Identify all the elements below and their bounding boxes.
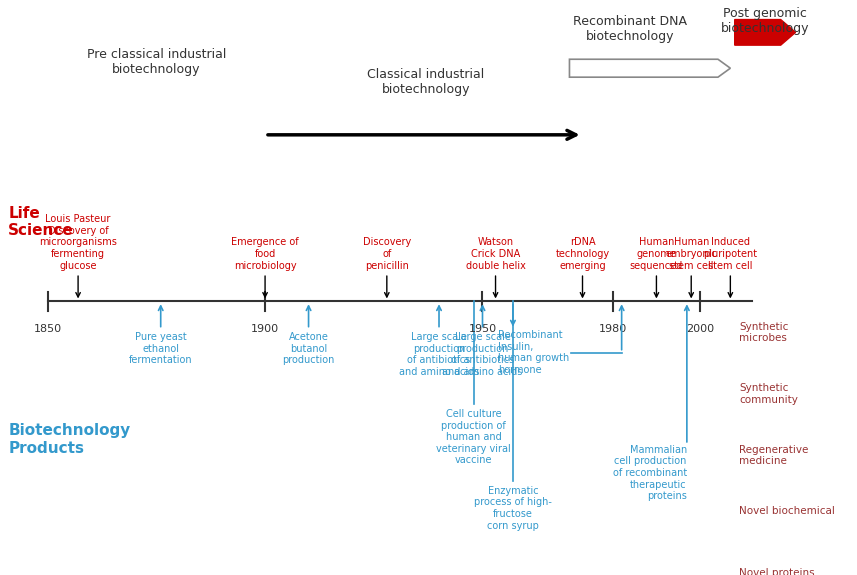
Text: 2000: 2000 — [686, 324, 714, 335]
Text: Induced
pluripotent
stem cell: Induced pluripotent stem cell — [704, 237, 758, 271]
Text: Pure yeast
ethanol
fermentation: Pure yeast ethanol fermentation — [129, 332, 193, 365]
Text: Large scale
production
of antibiotics
and amino acids: Large scale production of antibiotics an… — [442, 332, 523, 377]
Text: Regenerative
medicine: Regenerative medicine — [739, 445, 808, 466]
Text: Novel biochemical: Novel biochemical — [739, 507, 835, 516]
Text: 1980: 1980 — [599, 324, 627, 335]
Text: Biotechnology
Products: Biotechnology Products — [9, 424, 130, 456]
Text: Discovery
of
penicillin: Discovery of penicillin — [363, 237, 411, 271]
Text: Emergence of
food
microbiology: Emergence of food microbiology — [231, 237, 299, 271]
Polygon shape — [734, 20, 795, 45]
Text: Recombinant
Insulin,
human growth
hormone: Recombinant Insulin, human growth hormon… — [498, 330, 569, 375]
Text: Louis Pasteur
Discovery of
microorganisms
fermenting
glucose: Louis Pasteur Discovery of microorganism… — [39, 214, 117, 271]
Text: Synthetic
community: Synthetic community — [739, 384, 798, 405]
Text: Acetone
butanol
production: Acetone butanol production — [282, 332, 335, 365]
Text: Human
embryonic
stem cell: Human embryonic stem cell — [665, 237, 717, 271]
Text: Synthetic
microbes: Synthetic microbes — [739, 322, 788, 343]
Text: Novel proteins: Novel proteins — [739, 568, 815, 575]
Text: Mammalian
cell production
of recombinant
therapeutic
proteins: Mammalian cell production of recombinant… — [613, 445, 686, 501]
Text: Life
Science: Life Science — [9, 206, 74, 238]
Text: rDNA
technology
emerging: rDNA technology emerging — [555, 237, 609, 271]
Text: Watson
Crick DNA
double helix: Watson Crick DNA double helix — [465, 237, 525, 271]
Text: Large scale
production
of antibiotics
and amino acids: Large scale production of antibiotics an… — [399, 332, 479, 377]
Text: Recombinant DNA
biotechnology: Recombinant DNA biotechnology — [573, 14, 687, 43]
Text: Cell culture
production of
human and
veterinary viral
vaccine: Cell culture production of human and vet… — [436, 409, 511, 465]
Text: Enzymatic
process of high-
fructose
corn syrup: Enzymatic process of high- fructose corn… — [474, 486, 552, 531]
Polygon shape — [569, 59, 730, 77]
Text: 1850: 1850 — [33, 324, 62, 335]
Text: Human
genome
sequenced: Human genome sequenced — [630, 237, 683, 271]
Text: Post genomic
biotechnology: Post genomic biotechnology — [721, 7, 809, 34]
Text: 1950: 1950 — [469, 324, 496, 335]
Text: Pre classical industrial
biotechnology: Pre classical industrial biotechnology — [87, 48, 226, 76]
Text: Classical industrial
biotechnology: Classical industrial biotechnology — [368, 68, 484, 97]
Text: 1900: 1900 — [251, 324, 279, 335]
